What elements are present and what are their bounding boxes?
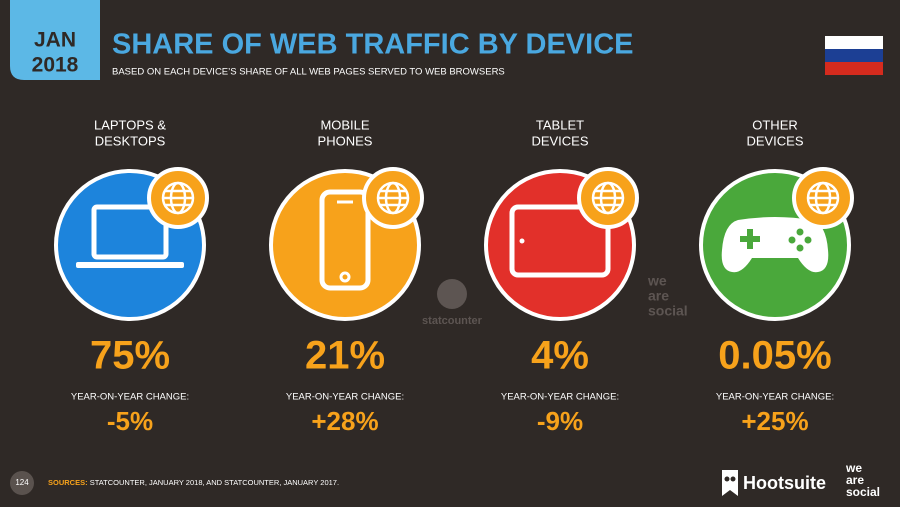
- device-label: LAPTOPS &: [94, 117, 166, 132]
- social-watermark: are: [648, 288, 669, 304]
- device-share: 0.05%: [718, 334, 831, 378]
- brand: Hootsuite: [743, 473, 826, 493]
- phone-icon: [319, 189, 371, 291]
- change-label: YEAR-ON-YEAR CHANGE:: [501, 392, 619, 403]
- device-label: DESKTOPS: [95, 133, 166, 148]
- tablet-icon: [509, 204, 611, 278]
- device-label: DEVICES: [746, 133, 803, 148]
- device-share: 21%: [305, 334, 385, 378]
- partner: are: [846, 473, 864, 487]
- change-label: YEAR-ON-YEAR CHANGE:: [286, 392, 404, 403]
- date-month: JAN: [34, 29, 76, 52]
- device-share: 4%: [531, 334, 589, 378]
- partner: we: [845, 461, 862, 475]
- sources: SOURCES: STATCOUNTER, JANUARY 2018, AND …: [48, 478, 339, 487]
- social-watermark: social: [648, 303, 688, 319]
- statcounter-mark: [437, 279, 467, 309]
- flag: [825, 36, 883, 75]
- device-label: DEVICES: [531, 133, 588, 148]
- device-change: -9%: [537, 406, 583, 436]
- gamepad-icon: [721, 217, 829, 273]
- social-watermark: we: [647, 273, 667, 289]
- date-year: 2018: [32, 54, 79, 77]
- globe-badges: [147, 167, 854, 229]
- page-badge: [10, 471, 34, 495]
- device-change: -5%: [107, 406, 153, 436]
- statcounter-watermark: statcounter: [422, 315, 483, 327]
- device-change: +28%: [311, 406, 378, 436]
- hootsuite-owl: [722, 470, 738, 496]
- sources-label: SOURCES:: [48, 478, 88, 487]
- title: SHARE OF WEB TRAFFIC BY DEVICE: [112, 29, 634, 61]
- change-label: YEAR-ON-YEAR CHANGE:: [71, 392, 189, 403]
- laptop-icon: [76, 204, 184, 268]
- device-change: +25%: [741, 406, 808, 436]
- partner: social: [846, 485, 880, 499]
- device-label: OTHER: [752, 117, 798, 132]
- page-number: 124: [15, 478, 29, 487]
- subtitle: BASED ON EACH DEVICE’S SHARE OF ALL WEB …: [112, 67, 505, 78]
- device-label: TABLET: [536, 117, 584, 132]
- device-share: 75%: [90, 334, 170, 378]
- sources-text: STATCOUNTER, JANUARY 2018, AND STATCOUNT…: [90, 478, 339, 487]
- change-label: YEAR-ON-YEAR CHANGE:: [716, 392, 834, 403]
- device-label: PHONES: [318, 133, 373, 148]
- device-label: MOBILE: [320, 117, 369, 132]
- date-badge: [10, 0, 100, 80]
